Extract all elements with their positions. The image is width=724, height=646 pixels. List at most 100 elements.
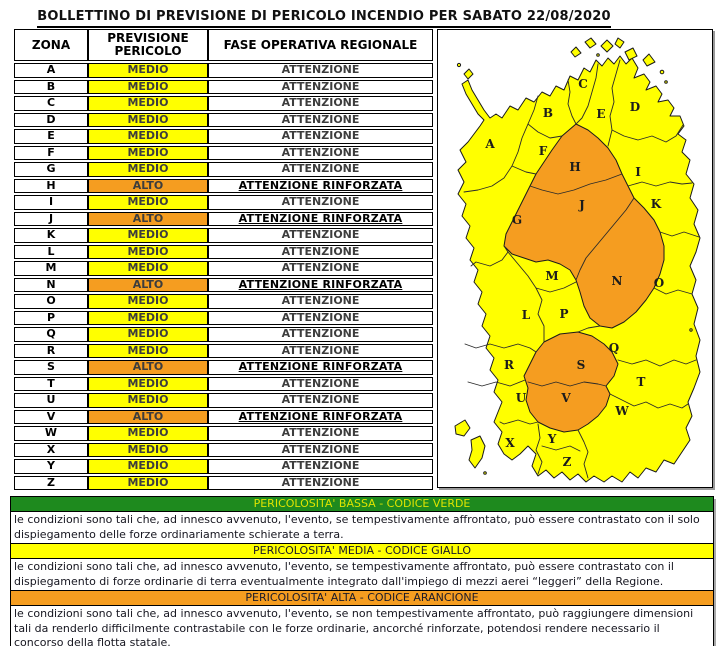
map-zone-label-D: D: [630, 100, 640, 114]
zone-letter-cell: I: [14, 195, 88, 210]
table-row-zone-R: R MEDIO ATTENZIONE: [14, 343, 433, 358]
zone-letter-cell: S: [14, 360, 88, 375]
table-row-zone-S: S ALTO ATTENZIONE RINFORZATA: [14, 360, 433, 375]
sardinia-map: A B C D E F G H I J K L M N O P Q R S T U V W X YZ: [454, 37, 701, 483]
zone-letter-cell: P: [14, 310, 88, 325]
previsione-cell: MEDIO: [88, 310, 208, 325]
map-zone-label-H: H: [569, 160, 580, 174]
zone-letter-cell: Y: [14, 459, 88, 474]
zone-letter-cell: E: [14, 129, 88, 144]
table-row-zone-E: E MEDIO ATTENZIONE: [14, 129, 433, 144]
table-row-zone-H: H ALTO ATTENZIONE RINFORZATA: [14, 178, 433, 193]
col-header-zona: ZONA: [14, 29, 88, 61]
zones-table: ZONA PREVISIONE PERICOLO FASE OPERATIVA …: [14, 27, 433, 492]
fase-cell: ATTENZIONE: [208, 459, 433, 474]
islet-ne-3: [600, 39, 614, 53]
previsione-cell: ALTO: [88, 409, 208, 424]
table-row-zone-C: C MEDIO ATTENZIONE: [14, 96, 433, 111]
previsione-cell: MEDIO: [88, 79, 208, 94]
previsione-cell: MEDIO: [88, 294, 208, 309]
previsione-cell: ALTO: [88, 277, 208, 292]
map-zone-label-C: C: [578, 77, 588, 91]
page-title: BOLLETTINO DI PREVISIONE DI PERICOLO INC…: [14, 5, 634, 28]
islet-ne-4: [614, 37, 625, 49]
fase-cell: ATTENZIONE: [208, 475, 433, 490]
fase-cell: ATTENZIONE: [208, 195, 433, 210]
previsione-cell: MEDIO: [88, 327, 208, 342]
zone-letter-cell: X: [14, 442, 88, 457]
zone-letter-cell: C: [14, 96, 88, 111]
previsione-cell: MEDIO: [88, 228, 208, 243]
previsione-cell: MEDIO: [88, 195, 208, 210]
islet-dot: [596, 53, 600, 57]
previsione-cell: MEDIO: [88, 426, 208, 441]
map-zone-label-T: T: [637, 375, 646, 389]
zone-letter-cell: B: [14, 79, 88, 94]
table-row-zone-Q: Q MEDIO ATTENZIONE: [14, 327, 433, 342]
map-zone-label-U: U: [516, 391, 527, 405]
map-zone-label-Y: Y: [547, 432, 557, 446]
map-zone-label-J: J: [578, 198, 585, 212]
map-zone-label-I: I: [635, 165, 641, 179]
previsione-cell: MEDIO: [88, 475, 208, 490]
zone-letter-cell: L: [14, 244, 88, 259]
col-header-previsione: PREVISIONE PERICOLO: [88, 29, 208, 61]
zone-letter-cell: D: [14, 112, 88, 127]
previsione-cell: MEDIO: [88, 393, 208, 408]
table-row-zone-W: W MEDIO ATTENZIONE: [14, 426, 433, 441]
zone-letter-cell: V: [14, 409, 88, 424]
table-row-zone-N: N ALTO ATTENZIONE RINFORZATA: [14, 277, 433, 292]
table-row-zone-L: L MEDIO ATTENZIONE: [14, 244, 433, 259]
zone-letter-cell: A: [14, 63, 88, 78]
fase-cell: ATTENZIONE: [208, 228, 433, 243]
map-zone-label-R: R: [504, 358, 515, 372]
fase-cell: ATTENZIONE: [208, 129, 433, 144]
zone-labels: A B C D E F G H I J K L M N O P Q R S T U V W X YZ: [484, 77, 664, 469]
table-row-zone-Y: Y MEDIO ATTENZIONE: [14, 459, 433, 474]
fase-cell: ATTENZIONE: [208, 327, 433, 342]
zone-letter-cell: U: [14, 393, 88, 408]
legend-band-verde: PERICOLOSITA' BASSA - CODICE VERDE: [10, 496, 714, 512]
fase-cell: ATTENZIONE: [208, 393, 433, 408]
previsione-cell: MEDIO: [88, 261, 208, 276]
islet-dot: [456, 62, 462, 68]
fase-cell: ATTENZIONE RINFORZATA: [208, 360, 433, 375]
previsione-cell: MEDIO: [88, 96, 208, 111]
table-row-zone-O: O MEDIO ATTENZIONE: [14, 294, 433, 309]
islet-dot: [689, 328, 693, 332]
map-zone-label-S: S: [577, 358, 586, 372]
zone-letter-cell: H: [14, 178, 88, 193]
map-zone-label-Z: Z: [563, 455, 572, 469]
previsione-cell: MEDIO: [88, 376, 208, 391]
zone-letter-cell: T: [14, 376, 88, 391]
islet-ne-6: [642, 53, 656, 67]
table-row-zone-I: I MEDIO ATTENZIONE: [14, 195, 433, 210]
fase-cell: ATTENZIONE: [208, 79, 433, 94]
fase-cell: ATTENZIONE: [208, 442, 433, 457]
map-zone-label-Q: Q: [609, 341, 619, 355]
previsione-cell: ALTO: [88, 360, 208, 375]
table-row-zone-G: G MEDIO ATTENZIONE: [14, 162, 433, 177]
fase-cell: ATTENZIONE RINFORZATA: [208, 409, 433, 424]
zone-boundaries: [463, 59, 700, 479]
table-row-zone-D: D MEDIO ATTENZIONE: [14, 112, 433, 127]
islet-ne-2: [584, 37, 597, 49]
fase-cell: ATTENZIONE: [208, 96, 433, 111]
map-zone-label-B: B: [543, 106, 553, 120]
previsione-cell: ALTO: [88, 211, 208, 226]
fase-cell: ATTENZIONE RINFORZATA: [208, 178, 433, 193]
zone-letter-cell: K: [14, 228, 88, 243]
map-zone-label-P: P: [559, 307, 568, 321]
fase-cell: ATTENZIONE: [208, 244, 433, 259]
col-header-fase: FASE OPERATIVA REGIONALE: [208, 29, 433, 61]
fase-cell: ATTENZIONE RINFORZATA: [208, 211, 433, 226]
table-row-zone-M: M MEDIO ATTENZIONE: [14, 261, 433, 276]
map-zone-label-K: K: [651, 197, 662, 211]
map-zone-label-A: A: [484, 137, 495, 151]
previsione-cell: MEDIO: [88, 129, 208, 144]
previsione-cell: MEDIO: [88, 459, 208, 474]
fase-cell: ATTENZIONE: [208, 162, 433, 177]
map-zone-label-V: V: [560, 391, 571, 405]
